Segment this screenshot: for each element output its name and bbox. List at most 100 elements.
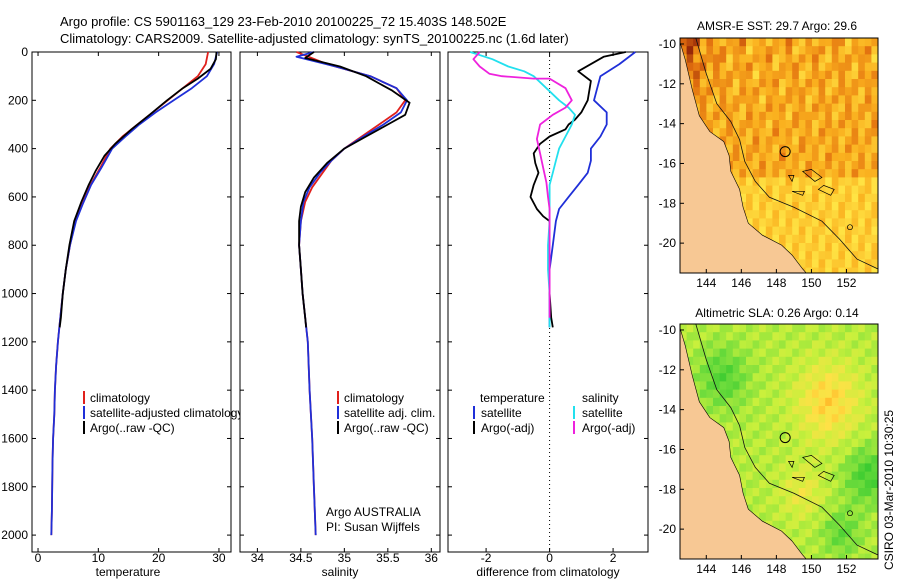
map-cell: [772, 62, 780, 72]
map-cell: [798, 504, 806, 513]
map-cell: [792, 422, 800, 431]
map-cell: [785, 169, 793, 178]
map-cell: [765, 324, 773, 333]
map-cell: [798, 103, 806, 113]
map-cell: [831, 38, 839, 47]
map-cell: [719, 365, 727, 374]
sst-map: AMSR-E SST: 29.7 Argo: 29.6 144 146 148 150…: [659, 19, 879, 290]
map-cell: [752, 120, 760, 129]
map-cell: [851, 463, 859, 472]
depth-tick-label: 1400: [1, 383, 28, 397]
map-cell: [851, 111, 859, 121]
map-cell: [765, 70, 773, 80]
map-cell: [765, 356, 773, 366]
map-cell: [845, 332, 852, 341]
map-cell: [765, 87, 773, 96]
map-cell: [825, 332, 833, 341]
map-cell: [759, 356, 767, 366]
map-cell: [805, 169, 813, 178]
map-cell: [739, 169, 747, 178]
map-cell: [845, 406, 852, 415]
map-cell: [871, 406, 878, 415]
map-cell: [805, 218, 813, 227]
map-cell: [746, 46, 753, 55]
map-cell: [805, 537, 813, 546]
map-cell: [858, 128, 866, 137]
map-cell: [732, 438, 740, 448]
map-cell: [693, 332, 701, 341]
legend-argo: Argo(..raw -QC): [90, 421, 175, 435]
map-cell: [706, 356, 714, 366]
map-cell: [699, 340, 707, 349]
land-mass: [680, 41, 807, 273]
lon-tick-label: 144: [696, 562, 716, 576]
map-cell: [693, 70, 701, 80]
map-cell: [825, 373, 833, 382]
lat-tick-label: -20: [659, 236, 677, 250]
map-cell: [739, 348, 747, 358]
map-cell: [752, 38, 760, 47]
map-cell: [838, 111, 846, 121]
map-cell: [686, 46, 694, 55]
map-cell: [818, 251, 826, 260]
x-tick-label: -2: [481, 551, 492, 565]
map-cell: [864, 365, 872, 374]
map-cell: [818, 185, 826, 195]
map-cell: [871, 259, 878, 268]
map-cell: [812, 553, 819, 559]
map-cell: [818, 46, 826, 55]
map-cell: [779, 161, 786, 170]
map-cell: [752, 496, 760, 505]
map-cell: [759, 324, 767, 333]
map-cell: [765, 414, 773, 423]
map-cell: [845, 46, 852, 55]
map-cell: [871, 496, 878, 505]
map-cell: [831, 243, 839, 252]
map-cell: [792, 389, 800, 399]
map-cell: [719, 324, 727, 333]
map-cell: [858, 46, 866, 55]
map-cell: [739, 447, 747, 456]
map-cell: [818, 169, 826, 178]
map-cell: [818, 553, 826, 559]
map-cell: [779, 430, 786, 440]
map-cell: [838, 161, 846, 170]
map-cell: [739, 332, 747, 341]
map-cell: [779, 324, 786, 333]
map-cell: [746, 177, 753, 186]
map-cell: [851, 455, 859, 464]
map-cell: [739, 356, 747, 366]
map-cell: [845, 373, 852, 382]
map-cell: [864, 161, 872, 170]
map-cell: [838, 488, 846, 497]
map-cell: [812, 496, 819, 505]
map-cell: [851, 373, 859, 382]
map-cell: [759, 422, 767, 431]
map-cell: [871, 95, 878, 104]
map-cell: [785, 324, 793, 333]
map-cell: [851, 389, 859, 399]
map-cell: [812, 488, 819, 497]
map-cell: [713, 332, 720, 341]
map-cell: [864, 348, 872, 358]
map-cell: [732, 397, 740, 407]
map-cell: [772, 54, 780, 63]
map-cell: [732, 430, 740, 440]
series-line-argo-raw-qc-: [58, 51, 218, 328]
map-cell: [812, 537, 819, 546]
map-cell: [779, 496, 786, 505]
map-cell: [838, 79, 846, 88]
map-cell: [825, 553, 833, 559]
map-cell: [825, 70, 833, 80]
map-cell: [713, 365, 720, 374]
map-cell: [765, 512, 773, 522]
map-cell: [779, 488, 786, 497]
map-cell: [858, 54, 866, 63]
map-cell: [858, 70, 866, 80]
map-cell: [838, 545, 846, 554]
map-cell: [765, 210, 773, 219]
map-cell: [779, 54, 786, 63]
map-cell: [798, 111, 806, 121]
map-cell: [719, 348, 727, 358]
